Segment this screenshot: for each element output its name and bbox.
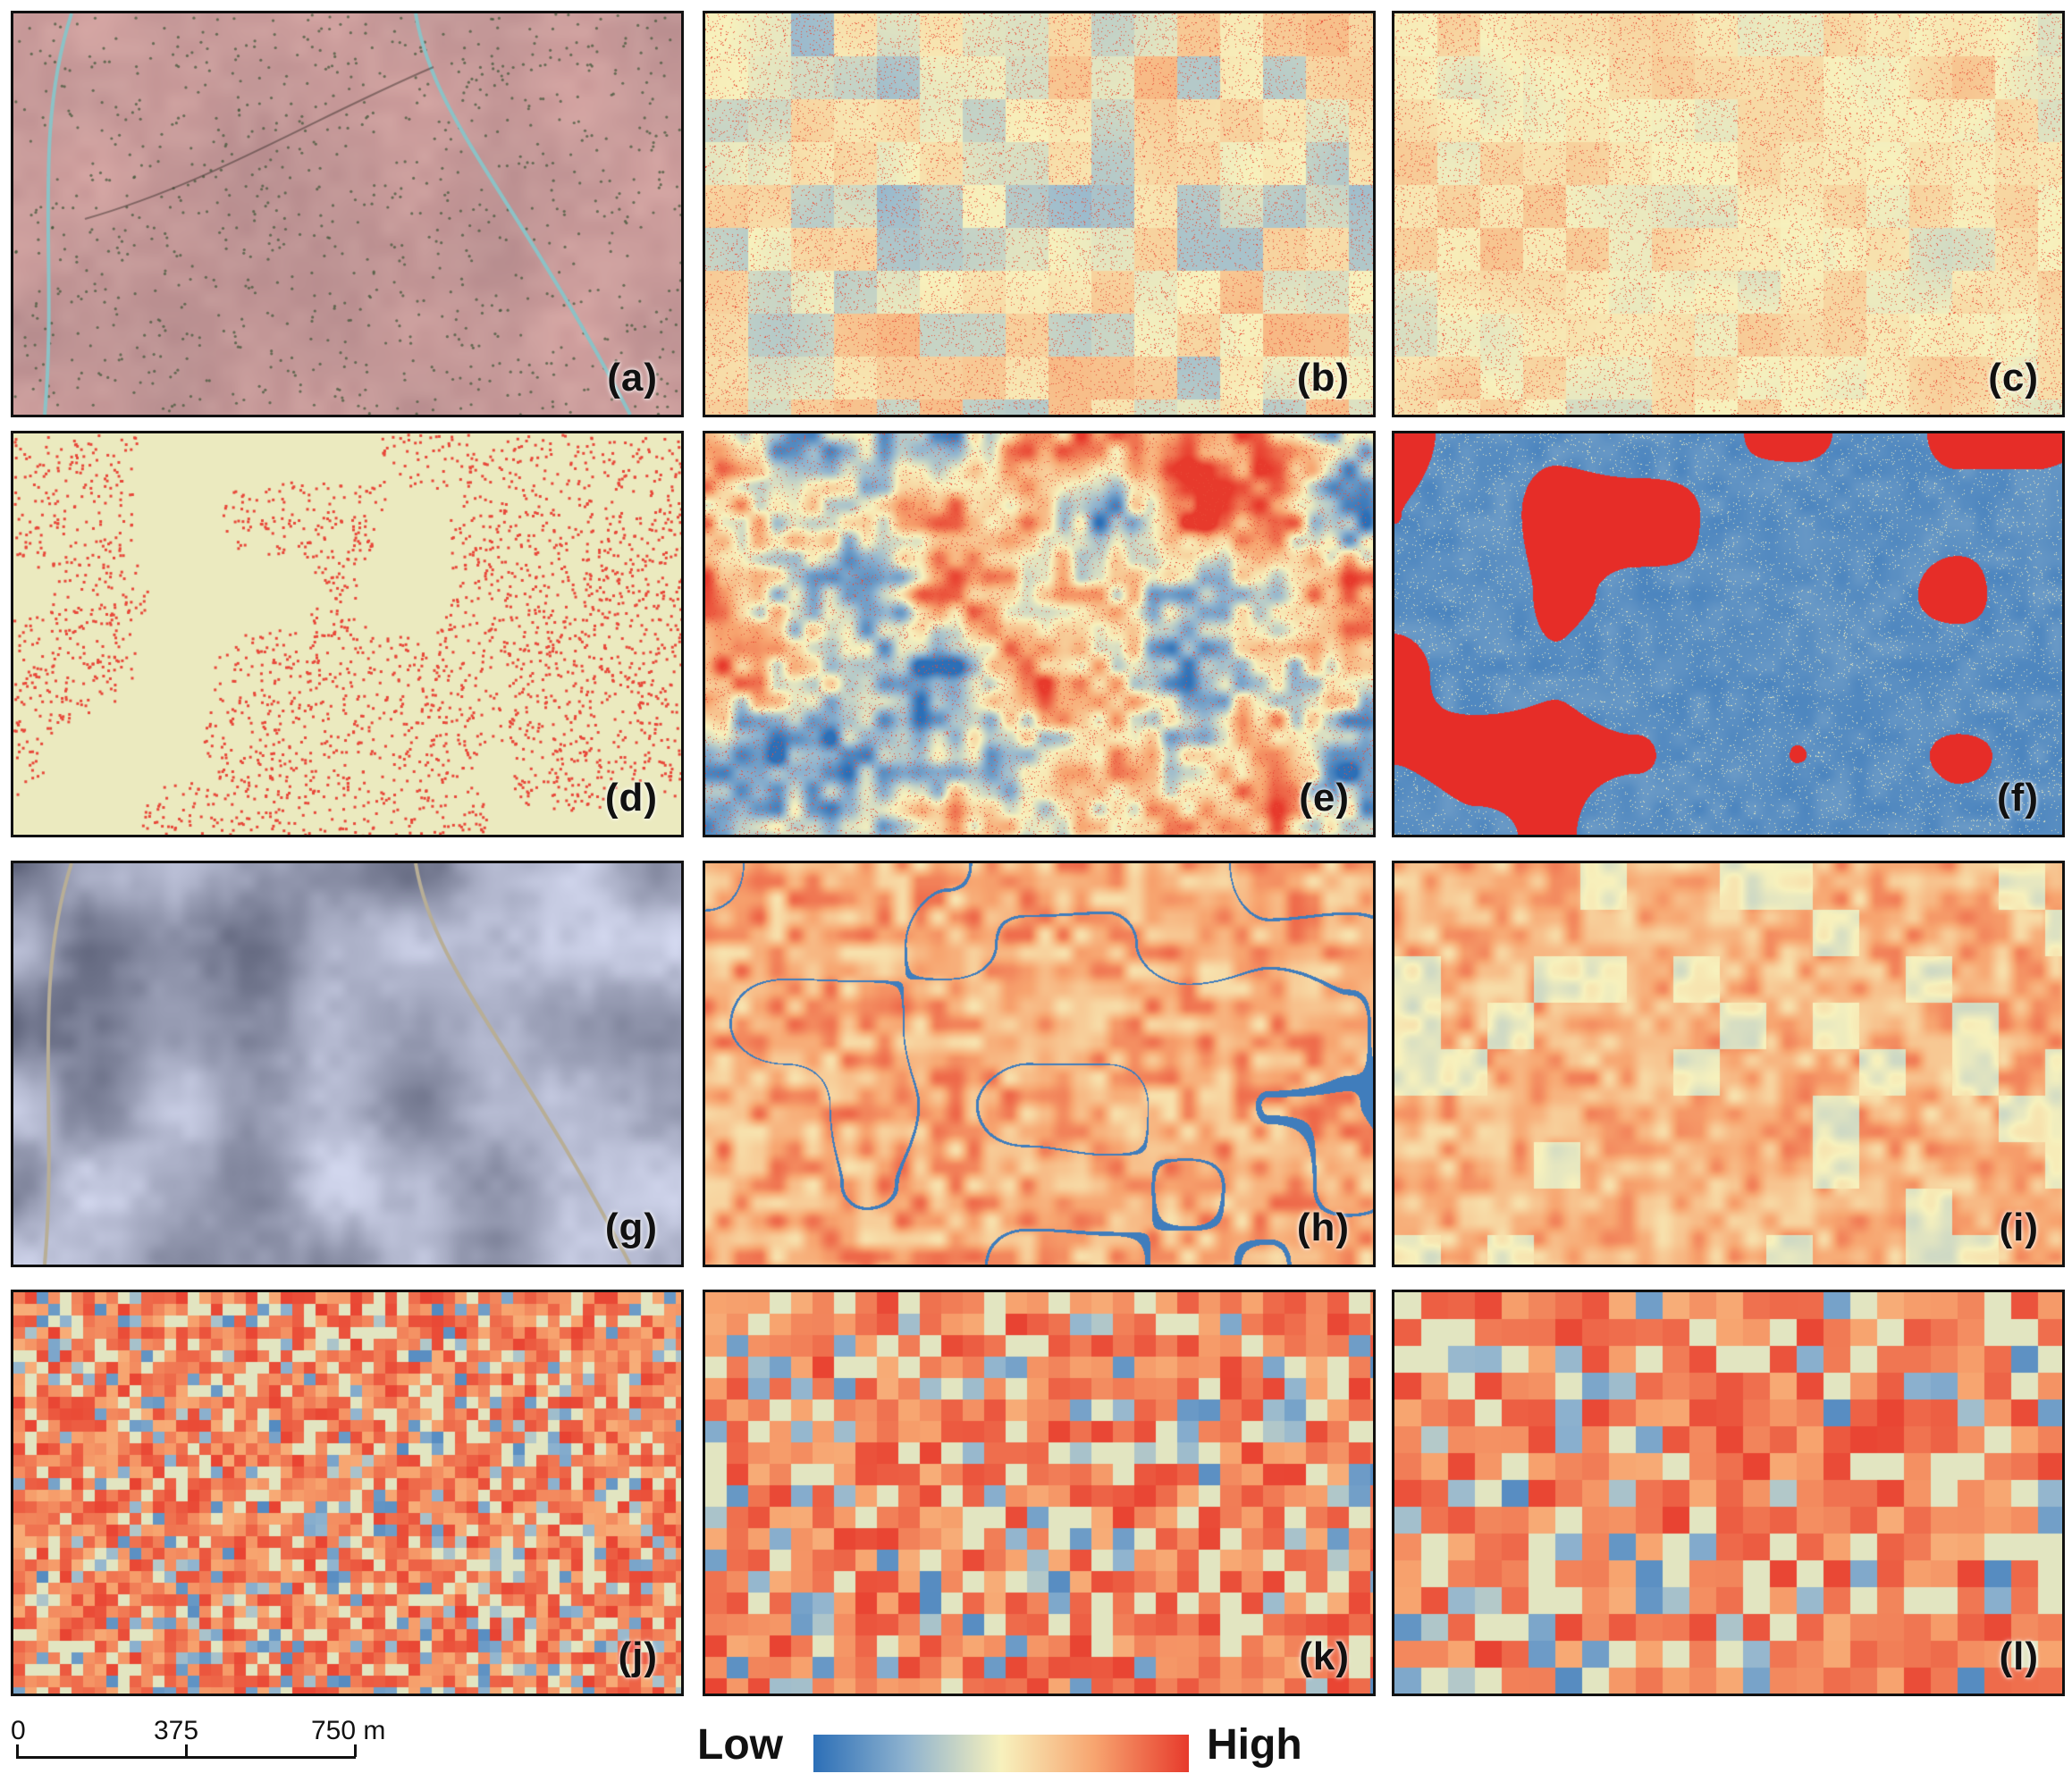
scale-tick-750 (354, 1744, 357, 1757)
panel-d: (d) (11, 431, 684, 837)
panel-k-label: (k) (1299, 1635, 1350, 1678)
scale-tick-label-0: 0 (11, 1716, 26, 1745)
legend-color-ramp (813, 1735, 1189, 1772)
panel-b: (b) (703, 11, 1376, 417)
panel-f-label: (f) (1997, 776, 2039, 820)
panel-c-image (1394, 13, 2062, 415)
scale-bar: 0 375 750 m (11, 1716, 386, 1778)
color-legend: Low High (697, 1720, 1359, 1774)
panel-e-image (705, 433, 1373, 835)
panel-i-label: (i) (1999, 1206, 2039, 1249)
panel-k-image (705, 1292, 1373, 1694)
panel-a-label: (a) (607, 356, 658, 399)
panel-h-label: (h) (1296, 1206, 1350, 1249)
panel-g: (g) (11, 861, 684, 1267)
legend-low-label: Low (697, 1721, 783, 1769)
panel-f-image (1394, 433, 2062, 835)
legend-high-label: High (1207, 1721, 1302, 1769)
scale-tick-0 (16, 1744, 19, 1757)
panel-a: (a) (11, 11, 684, 417)
panel-d-label: (d) (604, 776, 658, 820)
panel-h-image (705, 863, 1373, 1265)
panel-b-image (705, 13, 1373, 415)
panel-j-label: (j) (618, 1635, 658, 1678)
panel-i-image (1394, 863, 2062, 1265)
panel-e: (e) (703, 431, 1376, 837)
scale-tick-label-750: 750 m (311, 1716, 386, 1745)
panel-j-image (13, 1292, 681, 1694)
panel-i: (i) (1392, 861, 2065, 1267)
panel-e-label: (e) (1299, 776, 1350, 820)
panel-l-image (1394, 1292, 2062, 1694)
scale-line (16, 1756, 356, 1759)
panel-k: (k) (703, 1290, 1376, 1696)
scale-tick-375 (185, 1744, 188, 1757)
scale-tick-label-375: 375 (154, 1716, 199, 1745)
panel-l-label: (l) (1999, 1635, 2039, 1678)
panel-c: (c) (1392, 11, 2065, 417)
panel-a-image (13, 13, 681, 415)
panel-f: (f) (1392, 431, 2065, 837)
panel-g-image (13, 863, 681, 1265)
panel-b-label: (b) (1296, 356, 1350, 399)
panel-d-image (13, 433, 681, 835)
panel-g-label: (g) (604, 1206, 658, 1249)
panel-l: (l) (1392, 1290, 2065, 1696)
panel-j: (j) (11, 1290, 684, 1696)
panel-h: (h) (703, 861, 1376, 1267)
panel-c-label: (c) (1988, 356, 2039, 399)
